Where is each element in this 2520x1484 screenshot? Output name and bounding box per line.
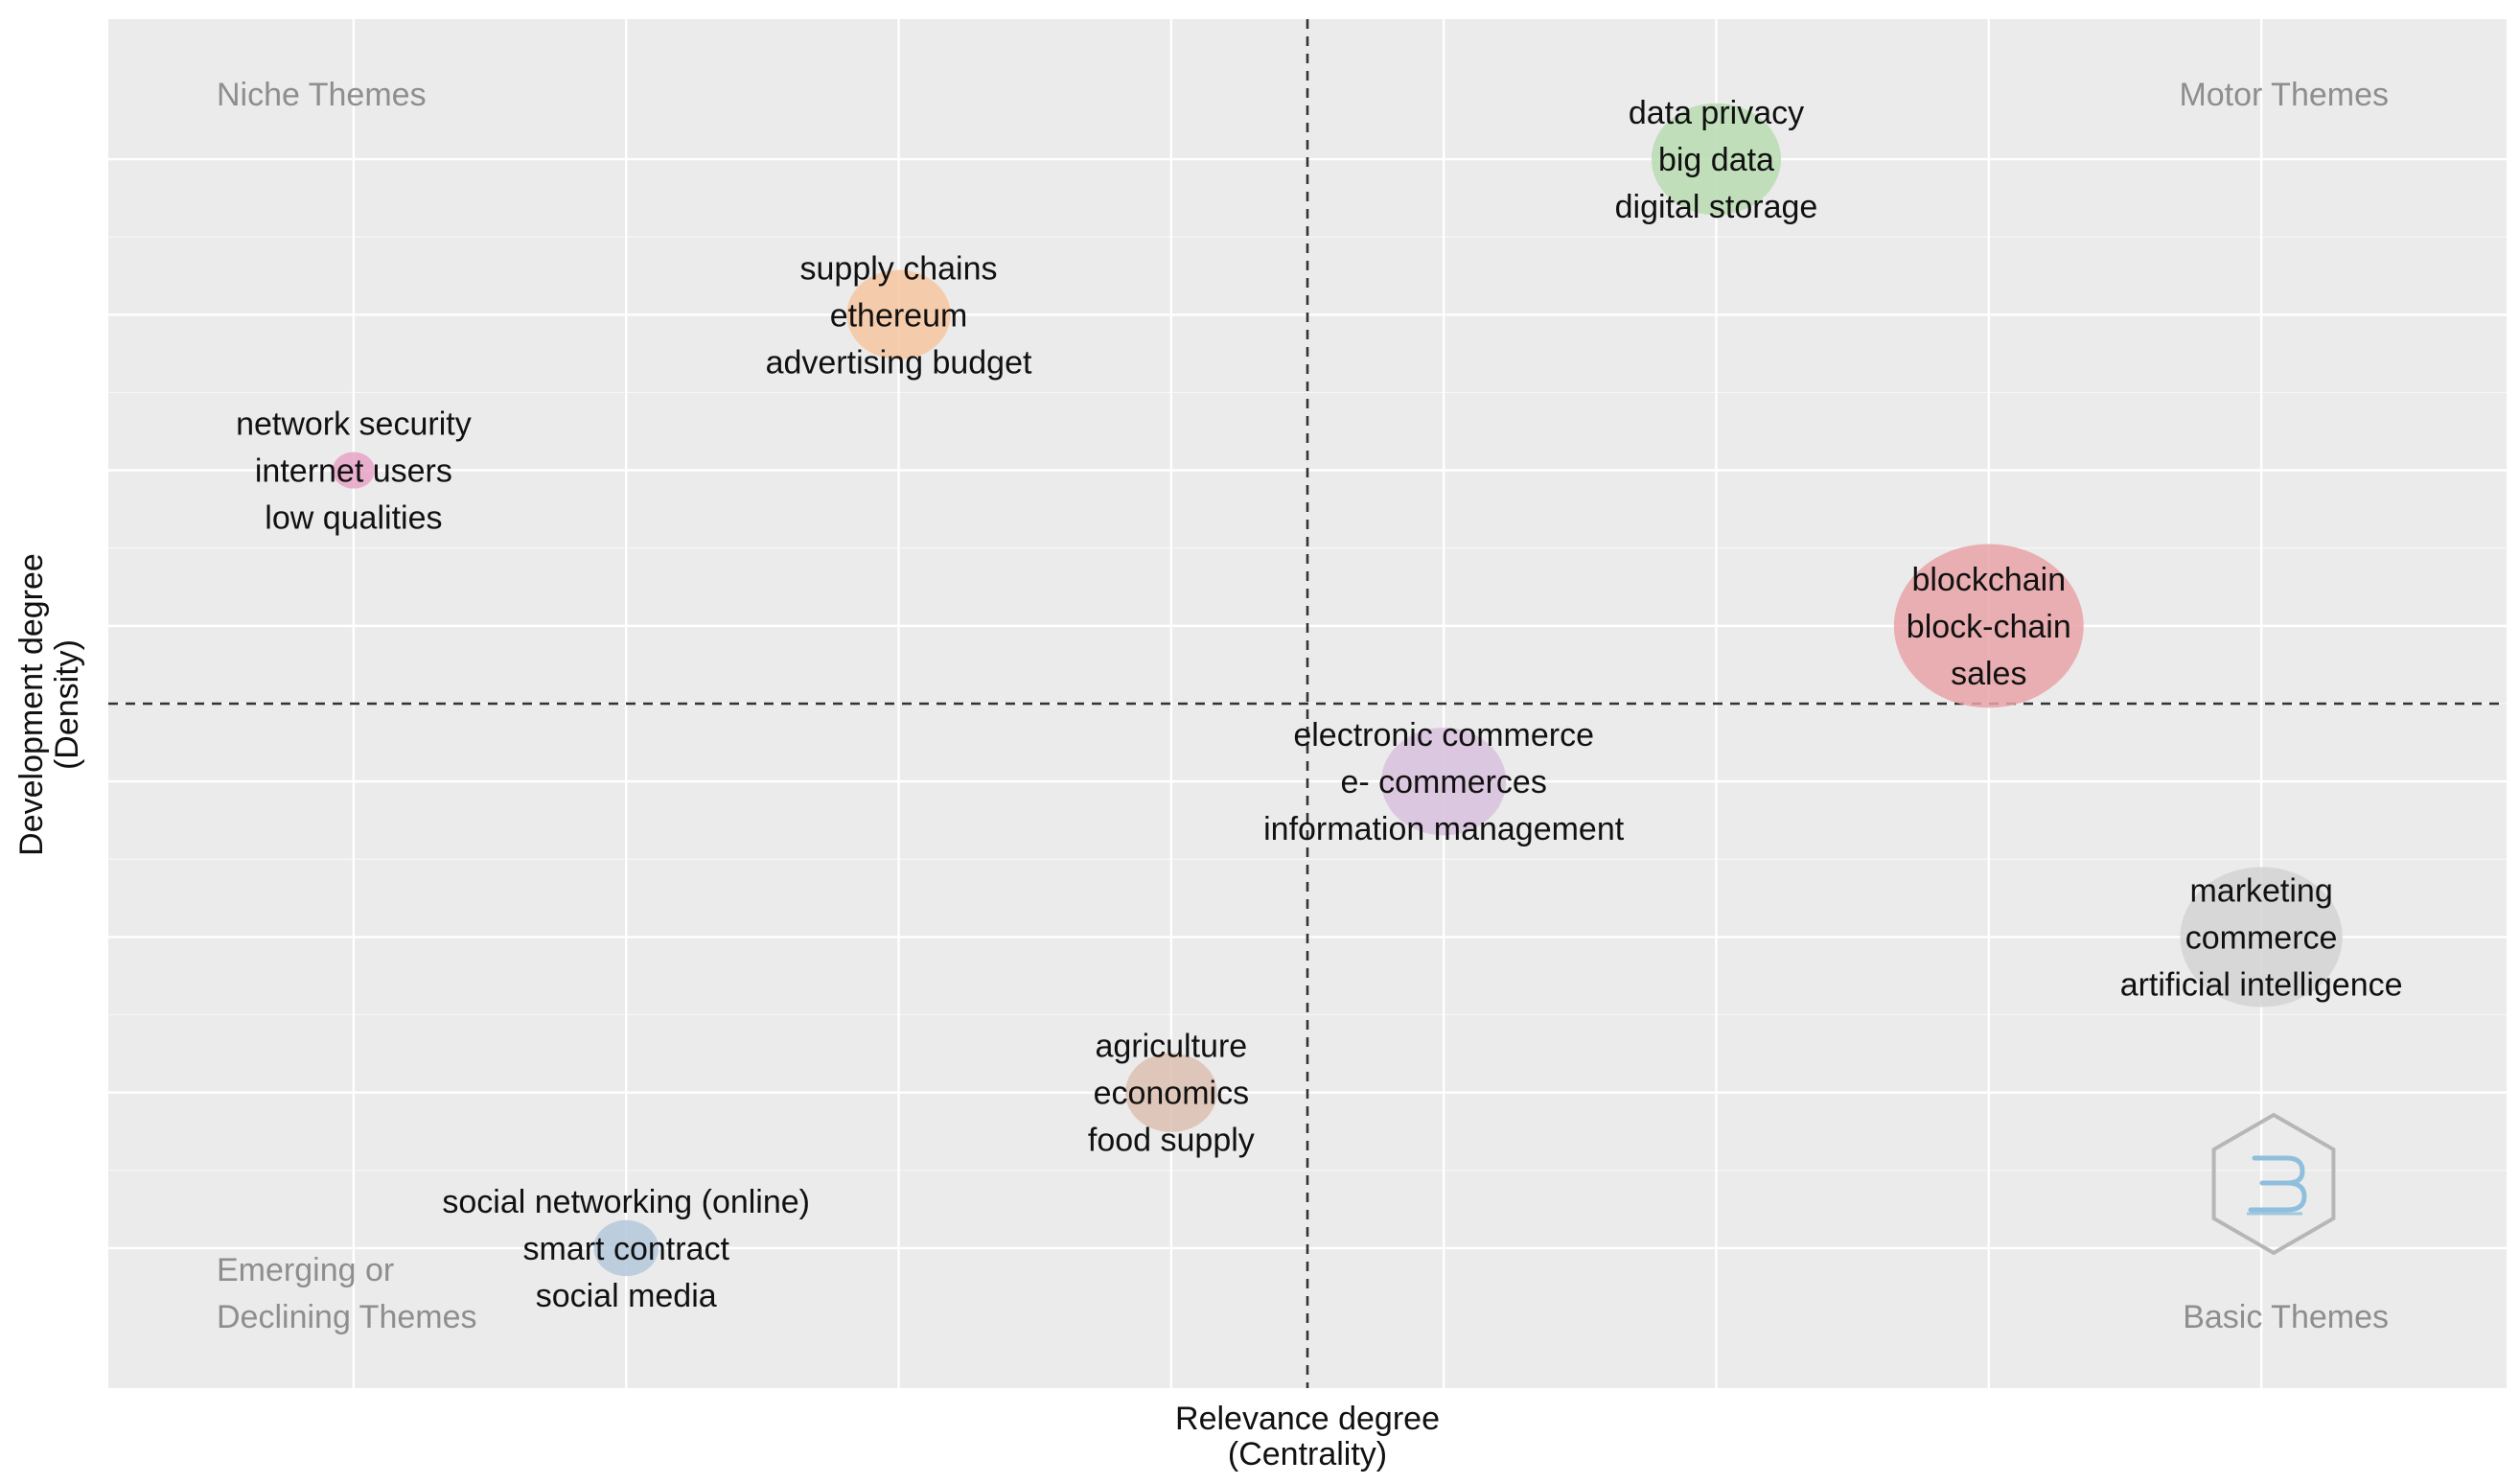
cluster-bubble [593,1219,659,1277]
quadrant-label-bottom-right: Basic Themes [2183,1299,2389,1335]
x-axis-title: Relevance degree [1175,1401,1440,1437]
logo-hexagon [2211,1112,2336,1256]
cluster-bubble [1381,727,1507,836]
cluster-label: data privacy [1629,95,1804,131]
cluster-bubble [2180,867,2343,1008]
cluster-label: commerce [2185,919,2338,956]
cluster-label: smart contract [523,1231,730,1267]
cluster-label: marketing [2189,872,2332,909]
cluster-label: social networking (online) [442,1184,810,1220]
cluster-label: advertising budget [766,344,1032,381]
quadrant-labels: Niche Themes Motor Themes Emerging or Decli… [217,77,2389,1335]
cluster-bubble [1893,544,2084,708]
quadrant-label-top-right: Motor Themes [2179,77,2389,113]
reference-lines [108,19,2507,1388]
cluster-label: blockchain [1911,562,2066,598]
cluster-label: sales [1951,656,2026,692]
cluster-bubble [332,452,376,489]
bibliometrix-logo-icon [2211,1112,2336,1256]
cluster-label: economics [1094,1076,1250,1112]
cluster-label: e- commerces [1340,764,1546,800]
cluster-label: artificial intelligence [2120,966,2403,1003]
quadrant-label-top-left: Niche Themes [217,77,427,113]
cluster-label: big data [1658,142,1774,178]
logo-letter-shape [2248,1155,2307,1213]
quadrant-label-bottom-left: Declining Themes [217,1299,477,1335]
cluster-label: social media [536,1278,717,1314]
cluster-label: ethereum [830,297,968,334]
quadrant-label-bottom-left: Emerging or [217,1252,394,1288]
x-axis-title: (Centrality) [1228,1436,1387,1472]
cluster-bubble [1125,1053,1217,1132]
cluster-label: agriculture [1095,1029,1247,1065]
cluster-label: information management [1263,811,1625,847]
cluster-bubble [846,269,951,360]
axis-titles: Relevance degree(Centrality) Development … [13,553,1440,1472]
cluster-bubble [1651,103,1782,216]
cluster-label: digital storage [1615,189,1818,225]
cluster-label: low qualities [265,500,442,537]
cluster-label: supply chains [800,250,998,287]
cluster-labels: data privacy big data digital storage suppl… [236,95,2402,1314]
y-axis-title: (Density) [49,639,85,770]
y-axis-title: Development degree [13,553,50,856]
cluster-label: block-chain [1907,609,2071,645]
cluster-label: food supply [1088,1123,1255,1159]
cluster-label: electronic commerce [1293,717,1594,754]
cluster-label: internet users [255,453,452,490]
cluster-label: network security [236,406,472,443]
cluster-bubbles [332,103,2343,1277]
